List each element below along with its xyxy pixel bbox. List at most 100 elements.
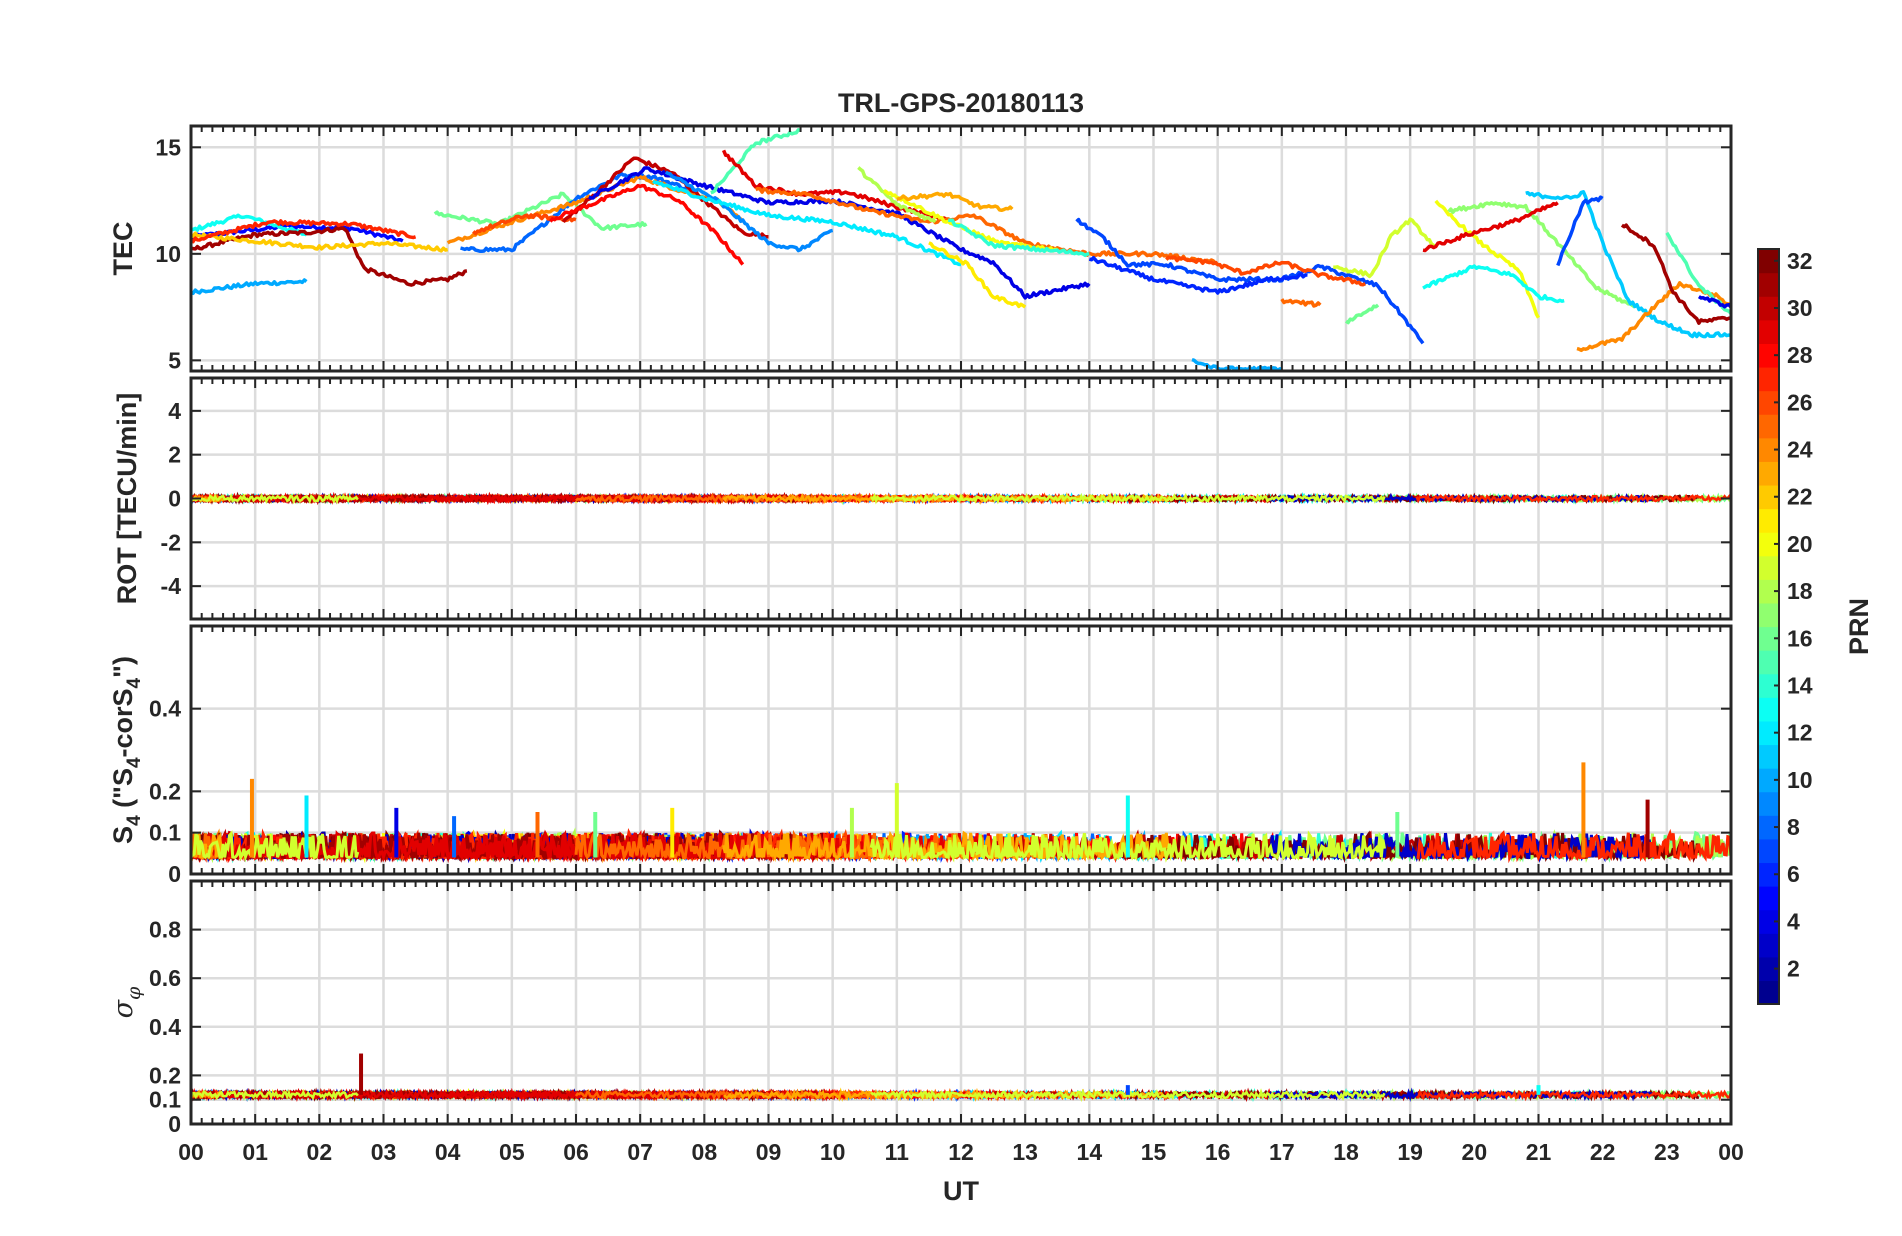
colorbar-swatch [1758,791,1779,816]
colorbar-swatch [1758,249,1779,274]
x-tick-label: 14 [1077,1139,1103,1165]
x-tick-label: 01 [242,1139,268,1165]
grid-tec [189,126,1733,371]
tec-series-prn-12 [652,179,962,267]
colorbar-swatch [1758,650,1779,675]
tec-series-prn-20 [1434,199,1541,319]
x-tick-label: 21 [1526,1139,1552,1165]
y-axis-label-part: ("S [108,768,138,815]
colorbar-swatch [1758,319,1779,344]
y-tick-label: 2 [168,442,181,468]
chart-title: TRL-GPS-20180113 [838,88,1084,118]
x-tick-label: 20 [1462,1139,1488,1165]
panel-sigphi: 00.10.2 0.4 0.6 0.8 σφ [108,879,1733,1137]
y-axis-label-part: φ [123,986,145,1000]
colorbar-swatch [1758,414,1779,439]
x-axis: 00 01 02 03 04 05 06 07 08 09 10 11 12 13 14 15 16 17 18 19… [178,1139,1744,1165]
colorbar-swatch [1758,343,1779,368]
y-tick-label: 15 [155,134,181,160]
colorbar-tick-label: 8 [1787,814,1800,840]
colorbar-swatch [1758,862,1779,887]
y-axis-label-s4: S4 ("S4-corS4") [108,656,145,844]
y-axis-label-part: ") [108,656,138,678]
tec-series-prn-25 [1280,298,1322,308]
y-tick-label: -4 [161,573,182,599]
tec-series-prn-21 [928,241,1027,309]
rot-series-prn-27 [1415,493,1731,504]
y-tick-label: 0.8 [149,917,181,943]
panel-s4: 00.10.20.4S4 ("S4-corS4") [108,624,1733,887]
tec-series-prn-28 [548,183,745,266]
x-tick-label: 00 [178,1139,204,1165]
x-tick-label: 15 [1141,1139,1167,1165]
y-tick-label: 0.1 [149,820,181,846]
x-ticks-tec [190,126,1732,371]
x-tick-label: 23 [1654,1139,1680,1165]
colorbar-label: PRN [1844,598,1874,655]
panel-tec: 5 10 15 TEC [108,124,1733,373]
colorbar-tick-label: 24 [1787,437,1813,463]
sigphi-series-prn-27 [1416,1088,1731,1102]
x-tick-label: 09 [756,1139,782,1165]
y-tick-label: 0.1 [149,1087,181,1113]
colorbar-swatch [1758,768,1779,793]
tec-series-prn-15 [710,128,801,195]
series-sigphi [191,1053,1731,1103]
colorbar-swatch [1758,697,1779,722]
y-tick-label: 0 [168,486,181,512]
x-tick-label: 10 [820,1139,846,1165]
colorbar-swatch [1758,437,1779,462]
tec-series-prn-19 [1333,217,1438,279]
tec-series-prn-8 [460,171,692,253]
colorbar-swatch [1758,886,1779,911]
y-axis-label-part: S [108,826,138,844]
colorbar-swatch [1758,555,1779,580]
colorbar-swatch [1758,532,1779,557]
tec-series-prn-27 [191,219,417,244]
x-tick-label: 04 [435,1139,461,1165]
y-tick-label: 0.2 [149,778,181,804]
colorbar-tick-label: 12 [1787,720,1813,746]
tec-series-prn-4 [1697,295,1731,309]
s4-series-prn-27 [1416,828,1731,864]
colorbar-tick-label: 4 [1787,908,1800,934]
colorbar-frame [1757,248,1780,1005]
colorbar-tick-label: 18 [1787,578,1813,604]
x-tick-label: 07 [627,1139,653,1165]
colorbar-tick-label: 32 [1787,248,1813,274]
x-tick-label: 16 [1205,1139,1231,1165]
colorbar-tick-label: 30 [1787,295,1813,321]
colorbar-swatch [1758,626,1779,651]
x-tick-label: 06 [563,1139,589,1165]
colorbar-swatch [1758,838,1779,864]
x-ticks-s4 [190,626,1732,874]
y-tick-label: 0.4 [149,696,181,722]
tec-series-prn-6 [1088,255,1308,295]
x-axis-label: UT [943,1176,979,1206]
panel-rot: -4 -2 0 2 4 ROT [TECU/min] [112,376,1733,621]
tec-series-prn-7 [1075,217,1425,345]
tec-series-prn-10 [1191,357,1282,371]
y-axis-label-part: 4 [124,815,145,826]
tec-series-prn-16 [1345,303,1380,325]
colorbar-swatch [1758,720,1779,746]
colorbar-swatch [1758,744,1779,769]
colorbar-swatch [1758,484,1779,510]
tec-series-prn-26 [1165,255,1367,287]
x-tick-label: 19 [1397,1139,1423,1165]
colorbar-tick-label: 16 [1787,625,1813,651]
colorbar-swatch [1758,956,1779,982]
y-axis-label-part: σ [108,998,139,1018]
colorbar-tick-label: 20 [1787,531,1813,557]
x-tick-label: 13 [1012,1139,1038,1165]
colorbar-tick-label: 6 [1787,861,1800,887]
x-tick-label: 11 [885,1139,910,1165]
y-tick-label: -2 [161,529,181,555]
y-axis-label-sigphi: σφ [108,986,145,1018]
colorbar-swatch [1758,909,1779,934]
colorbar-tick-label: 14 [1787,672,1813,698]
colorbar-swatch [1758,980,1779,1005]
x-tick-label: 18 [1333,1139,1359,1165]
y-tick-label: 0.2 [149,1062,181,1088]
tec-series-prn-18 [857,166,937,224]
